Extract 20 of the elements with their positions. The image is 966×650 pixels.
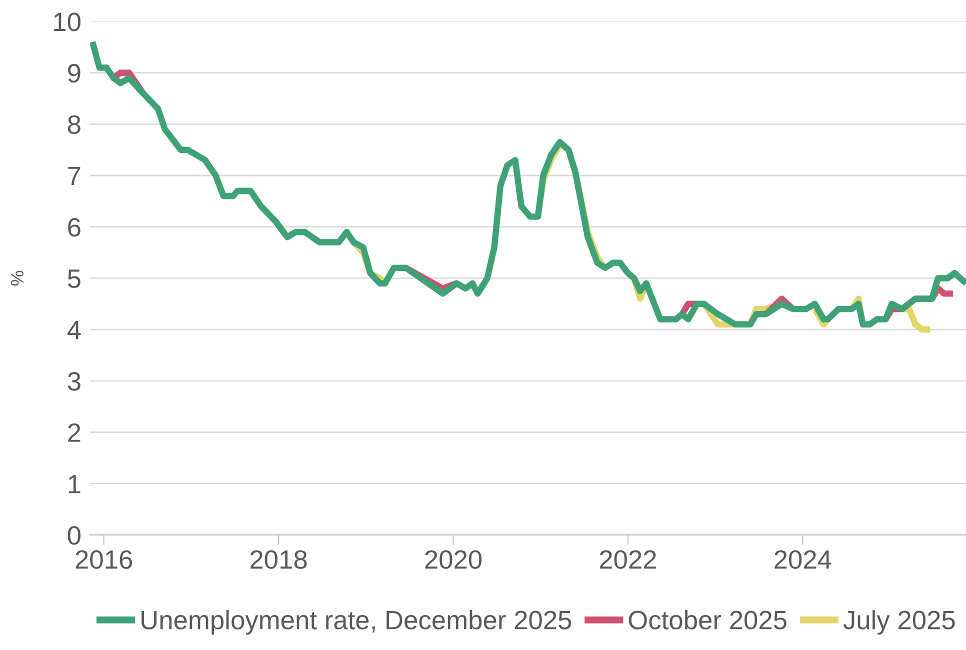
y-tick-label: 6 [68,218,80,237]
x-tick-label: 2022 [600,550,656,569]
y-tick-label: 7 [68,166,80,186]
y-tick-label: 5 [68,270,80,288]
y-tick-label: 9 [68,64,80,83]
y-tick-label: 1 [68,475,80,494]
y-tick-label: 4 [67,320,81,340]
y-tick-label: 0 [68,526,80,545]
y-tick-label: 10 [54,12,80,32]
legend-label: October 2025 [628,610,786,630]
legend-label: Unemployment rate, December 2025 [142,610,572,635]
x-tick-label: 2016 [76,550,132,569]
x-tick-label: 2024 [774,550,832,569]
y-axis-title: % [10,270,24,286]
y-tick-label: 8 [68,115,80,134]
x-tick-label: 2018 [250,550,307,569]
legend-label: July 2025 [843,610,955,635]
x-tick-label: 2020 [425,550,482,569]
y-tick-label: 2 [68,423,80,442]
y-tick-label: 3 [68,372,80,391]
